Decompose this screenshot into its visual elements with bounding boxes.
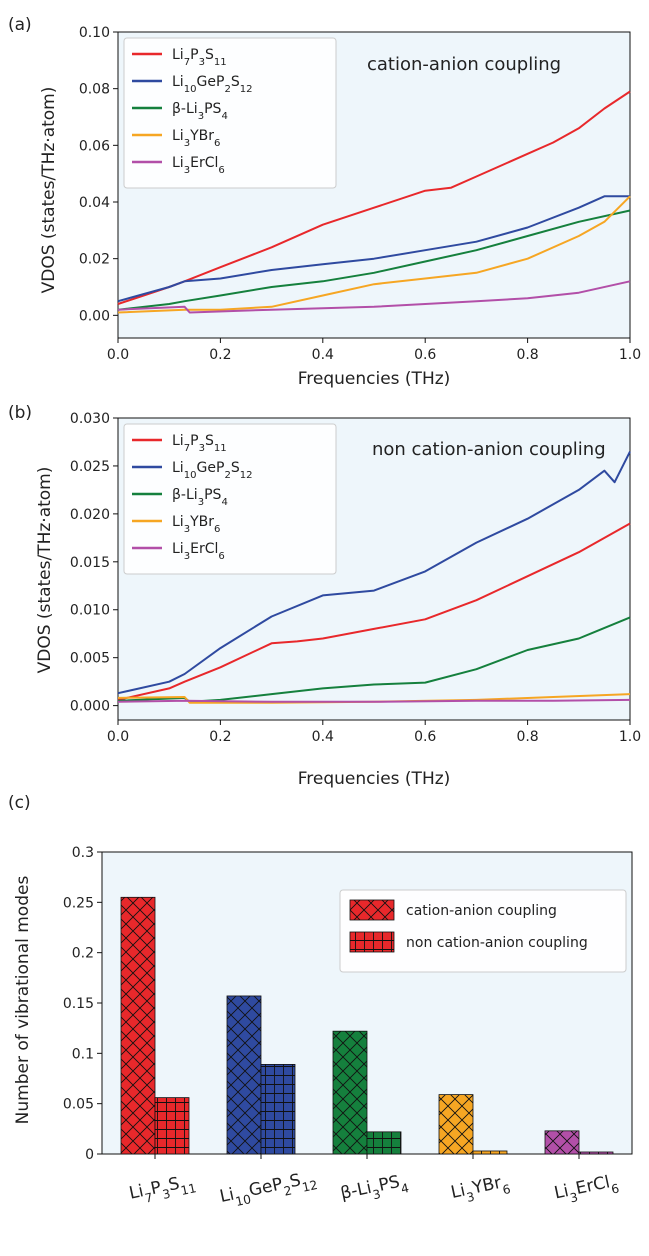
panel-c-vibrational-modes: (c) 0 0.05 0.1 0.15 0.2 0.25 0.3 cation-anion … bbox=[8, 793, 633, 1212]
legend-entry: Li3ErCl6 bbox=[172, 541, 225, 562]
legend-entry: Li10GeP2S12 bbox=[172, 460, 253, 481]
bar-hatch bbox=[332, 1030, 368, 1155]
y-axis-label-a: VDOS (states/THz·atom) bbox=[39, 87, 59, 294]
x-tick-label: 0.4 bbox=[312, 347, 334, 363]
series-line-Li3YBr6 bbox=[117, 195, 631, 314]
legend-entry: non cation-anion coupling bbox=[406, 935, 588, 951]
x-axis-label-b: Frequencies (THz) bbox=[298, 769, 451, 789]
bar-hatch bbox=[366, 1131, 402, 1155]
annotation-a: cation-anion coupling bbox=[367, 54, 561, 75]
y-tick-label: 0.06 bbox=[79, 138, 110, 154]
bar-hatch bbox=[438, 1094, 474, 1155]
b-series-lines bbox=[117, 451, 631, 704]
panel-a-vdos-coupling: (a) 0.0 0.2 0.4 0.6 0.8 1.00.000.020.040.060.… bbox=[8, 15, 641, 389]
y-tick-label: 0.030 bbox=[70, 411, 110, 427]
b-ticks: 0.0 0.2 0.4 0.6 0.8 1.0 0.000 0.005 0.010 0.015 0.… bbox=[70, 411, 641, 745]
series-line-Li3ErCl6 bbox=[117, 280, 631, 314]
a-ticks: 0.0 0.2 0.4 0.6 0.8 1.0 0.00 0.02 0.04 0.06 0.08 0.… bbox=[79, 25, 641, 363]
y-tick-label: 0.02 bbox=[79, 252, 110, 268]
y-tick-label: 0.10 bbox=[79, 25, 110, 41]
x-tick-label: 1.0 bbox=[619, 729, 641, 745]
y-tick-label: 0.00 bbox=[79, 308, 110, 324]
bar-hatch bbox=[472, 1150, 508, 1155]
legend-entry: Li10GeP2S12 bbox=[172, 74, 253, 95]
x-tick-label: 0.0 bbox=[107, 729, 129, 745]
legend-swatch-hatch bbox=[349, 899, 395, 921]
legend-b: Li7P3S11 Li10GeP2S12 β-Li3PS4 Li3YBr6 Li3ErC… bbox=[123, 423, 337, 575]
y-tick-label: 0.3 bbox=[72, 845, 94, 861]
legend-box-c bbox=[339, 889, 627, 973]
legend-swatch-hatch bbox=[349, 931, 395, 953]
y-axis-label-c: Number of vibrational modes bbox=[13, 876, 33, 1125]
x-tick-label: 0.2 bbox=[209, 347, 231, 363]
x-tick-label: 0.6 bbox=[414, 347, 436, 363]
legend-box-b bbox=[123, 423, 337, 575]
y-tick-label: 0.2 bbox=[72, 946, 94, 962]
category-label: Li3YBr6 bbox=[449, 1171, 512, 1208]
y-tick-label: 0.015 bbox=[70, 555, 110, 571]
y-tick-label: 0.08 bbox=[79, 82, 110, 98]
category-label: Li7P3S11 bbox=[127, 1170, 197, 1208]
legend-entry: β-Li3PS4 bbox=[172, 101, 228, 122]
y-tick-label: 0.025 bbox=[70, 459, 110, 475]
x-tick-label: 0.2 bbox=[209, 729, 231, 745]
panel-label-b: (b) bbox=[8, 403, 32, 423]
x-tick-label: 0.4 bbox=[312, 729, 334, 745]
bar-hatch bbox=[578, 1151, 614, 1155]
legend-entry: Li3YBr6 bbox=[172, 128, 220, 149]
y-tick-label: 0.15 bbox=[63, 996, 94, 1012]
legend-entry: Li3YBr6 bbox=[172, 514, 220, 535]
bar-hatch bbox=[544, 1130, 580, 1155]
panel-b-vdos-noncoupling: (b) 0.0 0.2 0.4 0.6 0.8 1.00.0000.0050.0100.0… bbox=[8, 403, 641, 789]
legend-box-a bbox=[123, 37, 337, 189]
x-tick-label: 0.6 bbox=[414, 729, 436, 745]
y-tick-label: 0.05 bbox=[63, 1097, 94, 1113]
y-tick-label: 0.000 bbox=[70, 699, 110, 715]
y-tick-label: 0.005 bbox=[70, 651, 110, 667]
panel-label-c: (c) bbox=[8, 793, 31, 813]
category-label: Li10GeP2S12 bbox=[218, 1167, 319, 1212]
annotation-b: non cation-anion coupling bbox=[372, 439, 606, 460]
y-tick-label: 0.010 bbox=[70, 603, 110, 619]
series-line-Li3ErCl6 bbox=[117, 698, 631, 703]
bar-hatch bbox=[120, 896, 156, 1155]
series-line-β-Li3PS4 bbox=[117, 209, 631, 311]
legend-entry: β-Li3PS4 bbox=[172, 487, 228, 508]
panel-label-a: (a) bbox=[8, 15, 32, 35]
y-tick-label: 0 bbox=[85, 1147, 94, 1163]
y-tick-label: 0.020 bbox=[70, 507, 110, 523]
series-line-Li10GeP2S12 bbox=[117, 451, 631, 695]
legend-a: Li7P3S11 Li10GeP2S12 β-Li3PS4 Li3YBr6 Li3ErC… bbox=[123, 37, 337, 189]
x-tick-label: 0.8 bbox=[516, 347, 538, 363]
y-axis-label-b: VDOS (states/THz·atom) bbox=[35, 467, 55, 674]
bar-hatch bbox=[154, 1097, 190, 1155]
category-label: Li3ErCl6 bbox=[553, 1171, 621, 1209]
legend-entry: Li3ErCl6 bbox=[172, 155, 225, 176]
category-label: β-Li3PS4 bbox=[339, 1170, 411, 1209]
series-line-Li7P3S11 bbox=[117, 90, 631, 305]
legend-c: cation-anion coupling non cation-anion co… bbox=[339, 889, 627, 973]
legend-entry: Li7P3S11 bbox=[172, 47, 227, 68]
c-bars bbox=[120, 896, 614, 1159]
a-series-lines bbox=[117, 90, 631, 314]
legend-entry: Li7P3S11 bbox=[172, 433, 227, 454]
x-tick-label: 0.0 bbox=[107, 347, 129, 363]
y-tick-label: 0.25 bbox=[63, 895, 94, 911]
x-tick-label: 1.0 bbox=[619, 347, 641, 363]
c-category-labels: Li7P3S11 Li10GeP2S12 β-Li3PS4 Li3YBr6 Li3ErC… bbox=[127, 1167, 621, 1212]
x-tick-label: 0.8 bbox=[516, 729, 538, 745]
c-ticks: 0 0.05 0.1 0.15 0.2 0.25 0.3 bbox=[63, 845, 102, 1163]
x-axis-label-a: Frequencies (THz) bbox=[298, 369, 451, 389]
bar-hatch bbox=[260, 1064, 296, 1155]
legend-entry: cation-anion coupling bbox=[406, 903, 557, 919]
series-line-Li7P3S11 bbox=[117, 522, 631, 701]
series-line-Li10GeP2S12 bbox=[117, 195, 630, 303]
y-tick-label: 0.1 bbox=[72, 1046, 94, 1062]
y-tick-label: 0.04 bbox=[79, 195, 110, 211]
bar-hatch bbox=[226, 995, 262, 1155]
